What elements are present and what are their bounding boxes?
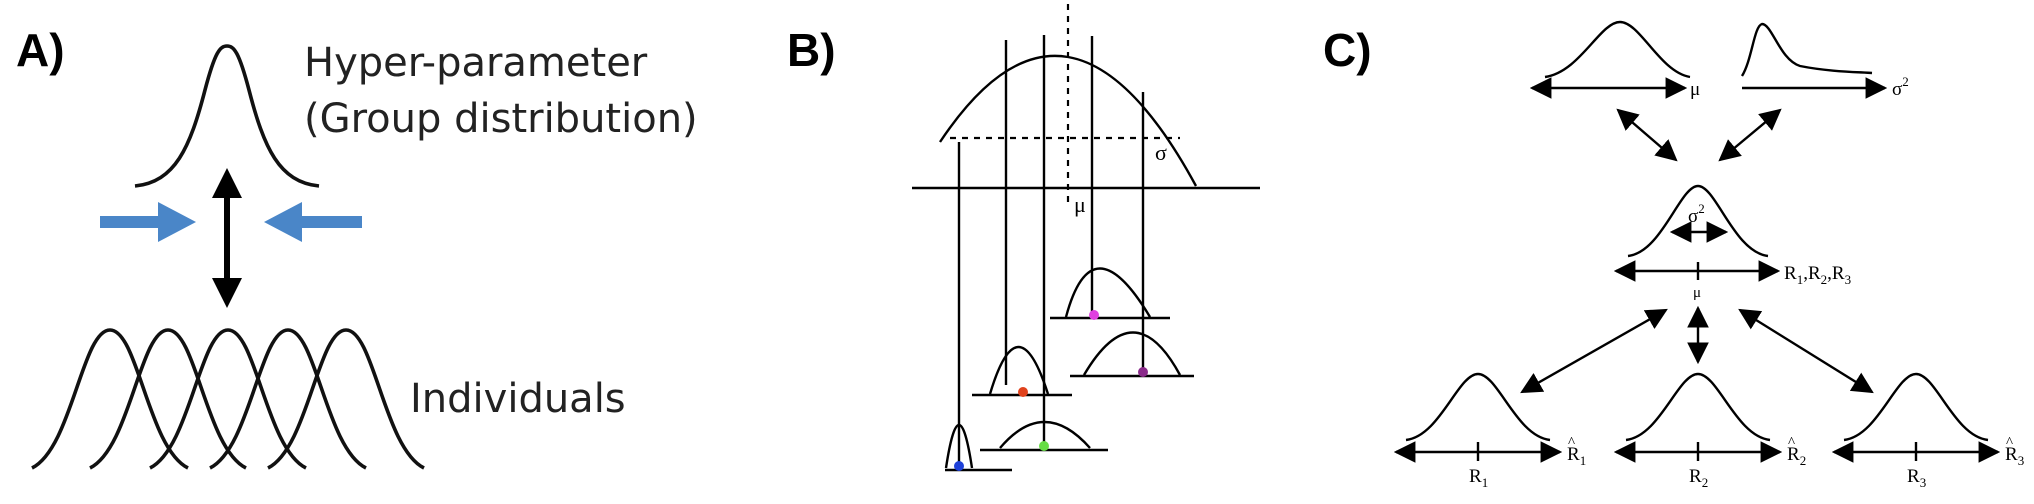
estimate-label-r1: R1 bbox=[1567, 444, 1586, 468]
panel-b: B) σ μ bbox=[787, 4, 1260, 472]
mu-prior-to-center-arrow bbox=[1616, 108, 1678, 162]
individual-distribution-r1: R1^R1 bbox=[1393, 372, 1586, 490]
individual-dist-2 bbox=[972, 346, 1072, 397]
group-parabola bbox=[939, 54, 1198, 187]
center-to-r1-arrow bbox=[1520, 308, 1668, 394]
individual-dist-1 bbox=[944, 423, 1012, 472]
individual-distribution-r3: R3^R3 bbox=[1831, 372, 2024, 490]
individual-curve bbox=[209, 328, 367, 470]
individual-curve-r2 bbox=[1625, 372, 1771, 442]
individual-mean-dot bbox=[954, 461, 964, 471]
individual-curves bbox=[31, 328, 425, 470]
individual-curve bbox=[89, 328, 247, 470]
individual-mean-dot bbox=[1138, 367, 1148, 377]
right-blue-arrow bbox=[264, 202, 362, 242]
sigma2-prior-curve bbox=[1740, 22, 1873, 77]
individual-tick-label-r1: R1 bbox=[1469, 466, 1488, 490]
estimate-label-r3: R3 bbox=[2005, 444, 2024, 468]
individual-distribution-r2: R2^R2 bbox=[1613, 372, 1806, 490]
center-group-curve bbox=[1627, 184, 1769, 258]
group-distribution-curve bbox=[134, 44, 320, 188]
center-mu-label: μ bbox=[1693, 285, 1701, 301]
center-to-r3-arrow bbox=[1738, 308, 1874, 394]
individual-mean-dot bbox=[1039, 441, 1049, 451]
individual-curve bbox=[267, 328, 425, 470]
individual-curve bbox=[31, 328, 189, 470]
sigma2-prior-axis-label: σ2 bbox=[1892, 74, 1909, 100]
sigma-label: σ bbox=[1155, 140, 1167, 165]
individual-tick-label-r2: R2 bbox=[1689, 466, 1708, 490]
individual-mean-dot bbox=[1089, 310, 1099, 320]
individual-curve-r1 bbox=[1405, 372, 1551, 442]
left-blue-arrow bbox=[100, 202, 196, 242]
group-distribution-label: (Group distribution) bbox=[304, 96, 698, 142]
mu-label: μ bbox=[1074, 192, 1086, 217]
panel-b-letter: B) bbox=[787, 24, 836, 76]
estimate-hat-r3: ^ bbox=[2006, 435, 2013, 451]
hyper-parameter-label: Hyper-parameter bbox=[304, 40, 648, 86]
individual-dist-4 bbox=[1050, 267, 1170, 320]
individual-tick-label-r3: R3 bbox=[1907, 466, 1926, 490]
individual-curve-r3 bbox=[1843, 372, 1989, 442]
individual-mean-dot bbox=[1018, 387, 1028, 397]
estimate-hat-r1: ^ bbox=[1568, 435, 1575, 451]
individual-dist-5 bbox=[1070, 331, 1194, 378]
estimate-hat-r2: ^ bbox=[1788, 435, 1795, 451]
center-sigma2-label: σ2 bbox=[1688, 201, 1705, 227]
mu-prior-curve bbox=[1544, 20, 1691, 79]
estimate-label-r2: R2 bbox=[1787, 444, 1806, 468]
panel-a: A) Hyper-parameter (Group distribution) … bbox=[16, 24, 698, 470]
individual-curve bbox=[149, 328, 307, 470]
panel-c-letter: C) bbox=[1323, 24, 1372, 76]
individuals-label: Individuals bbox=[410, 376, 626, 422]
panel-a-letter: A) bbox=[16, 24, 65, 76]
sigma2-prior-to-center-arrow bbox=[1718, 108, 1782, 162]
individual-dist-3 bbox=[980, 420, 1108, 452]
center-axis-label: R1,R2,R3 bbox=[1784, 263, 1851, 287]
mu-prior-axis-label: μ bbox=[1690, 79, 1700, 100]
